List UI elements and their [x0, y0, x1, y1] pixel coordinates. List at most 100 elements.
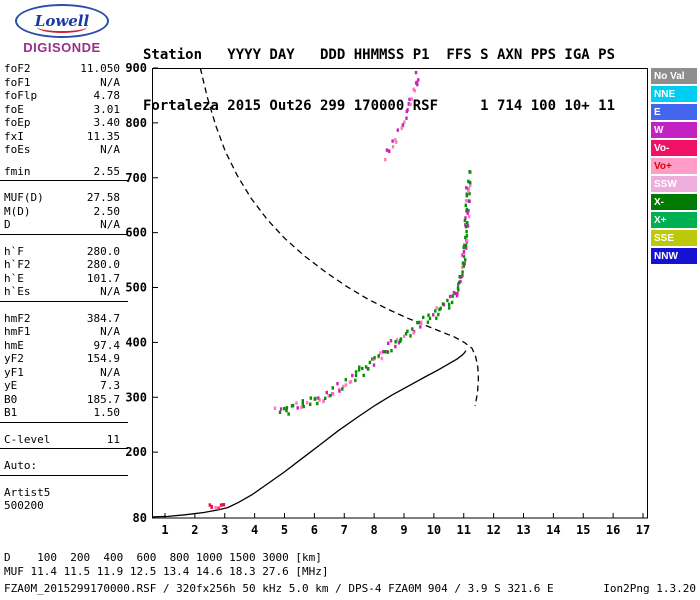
x-tick-label: 11 [457, 523, 471, 537]
param-value: 384.7 [86, 311, 120, 325]
param-row: C-level 11 [0, 433, 128, 447]
param-label: MUF(D) [4, 191, 44, 204]
panel-gap [0, 304, 128, 312]
legend-item-vo+: Vo+ [651, 158, 697, 174]
panel-gap [0, 183, 128, 191]
x-tick-label: 13 [516, 523, 530, 537]
param-label: h`F [4, 244, 24, 258]
param-label: Auto: [4, 459, 38, 472]
param-label: foEp [4, 116, 31, 129]
param-row: MUF(D) 27.58 [0, 191, 128, 205]
param-label: B0 [4, 392, 18, 406]
param-label: 500200 [4, 499, 44, 512]
y-tick-label: 600 [125, 226, 147, 240]
x-tick-label: 8 [371, 523, 378, 537]
panel-rule [0, 474, 128, 476]
panel-gap [0, 478, 128, 486]
panel-gap [0, 237, 128, 245]
param-row: foFlp 4.78 [0, 89, 128, 103]
legend-item-nne: NNE [651, 86, 697, 102]
param-row: foF2 11.050 [0, 62, 128, 76]
header-line-2: Fortaleza 2015 Out26 299 170000 RSF 1 71… [143, 98, 616, 114]
param-value: N/A [100, 218, 120, 231]
param-label: yF2 [4, 352, 24, 365]
param-label: fxI [4, 129, 24, 143]
param-value: 2.55 [93, 164, 121, 178]
param-label: C-level [4, 432, 51, 446]
panel-rule [0, 421, 128, 423]
y-tick-label: 300 [125, 390, 147, 404]
param-row: h`F2 280.0 [0, 258, 128, 272]
param-label: foF1 [4, 75, 31, 89]
param-label: foEs [4, 143, 31, 156]
x-tick-label: 2 [191, 523, 198, 537]
param-row: h`F 280.0 [0, 245, 128, 259]
param-row: 500200 [0, 499, 128, 513]
param-label: hmF1 [4, 325, 31, 338]
param-label: D [4, 218, 11, 231]
param-value: 2.50 [93, 204, 121, 218]
param-label: M(D) [4, 204, 31, 218]
legend-item-x-: X- [651, 194, 697, 210]
param-value: N/A [100, 365, 120, 379]
param-label: foFlp [4, 89, 38, 102]
param-label: yF1 [4, 365, 24, 379]
param-row: foF1 N/A [0, 76, 128, 90]
panel-rule [0, 233, 128, 235]
legend-item-vo-: Vo- [651, 140, 697, 156]
panel-gap [0, 451, 128, 459]
x-tick-label: 15 [576, 523, 590, 537]
param-row: yF2 154.9 [0, 352, 128, 366]
param-value: N/A [100, 325, 120, 338]
header-info: Station YYYY DAY DDD HHMMSS P1 FFS S AXN… [143, 13, 615, 132]
muf-distance-table: D 100 200 400 600 800 1000 1500 3000 [km… [4, 551, 329, 579]
param-label: foE [4, 102, 24, 116]
param-row: hmE 97.4 [0, 339, 128, 353]
param-value: 3.40 [93, 116, 121, 129]
logo-swoosh-icon [37, 21, 87, 33]
param-label: yE [4, 379, 18, 392]
x-tick-label: 12 [486, 523, 500, 537]
param-value: 1.50 [93, 406, 121, 419]
param-row: M(D) 2.50 [0, 205, 128, 219]
program-version-text: Ion2Png 1.3.20 [603, 582, 696, 595]
y-tick-label: 80 [133, 511, 147, 525]
x-tick-label: 14 [546, 523, 560, 537]
param-value: 154.9 [86, 352, 120, 365]
param-row: hmF2 384.7 [0, 312, 128, 326]
logo-digisonde-text: DIGISONDE [23, 40, 101, 55]
parameter-panel: foF2 11.050 foF1 N/A foFlp 4.78 foE 3.01 foEp 3.4… [0, 62, 128, 513]
param-value: N/A [100, 75, 120, 89]
param-row: foE 3.01 [0, 103, 128, 117]
param-row: B1 1.50 [0, 406, 128, 420]
param-value: 11.35 [86, 129, 120, 143]
y-tick-label: 700 [125, 171, 147, 185]
param-value: 7.3 [100, 379, 120, 392]
legend-item-ssw: SSW [651, 176, 697, 192]
plot-frame [152, 68, 648, 519]
legend-item-w: W [651, 122, 697, 138]
param-value: 11 [106, 432, 120, 446]
param-value: N/A [100, 285, 120, 298]
param-value: 280.0 [86, 244, 120, 258]
param-row: yF1 N/A [0, 366, 128, 380]
param-row: fxI 11.35 [0, 130, 128, 144]
series-e-trace-echoes [208, 503, 226, 510]
param-row: h`E 101.7 [0, 272, 128, 286]
y-tick-label: 400 [125, 335, 147, 349]
param-row: yE 7.3 [0, 379, 128, 393]
param-value: N/A [100, 143, 120, 156]
legend-item-x+: X+ [651, 212, 697, 228]
param-row: h`Es N/A [0, 285, 128, 299]
x-tick-label: 17 [636, 523, 650, 537]
panel-gap [0, 425, 128, 433]
x-tick-label: 4 [251, 523, 258, 537]
file-info-text: FZA0M_2015299170000.RSF / 320fx256h 50 k… [4, 582, 554, 595]
param-label: foF2 [4, 62, 31, 75]
x-tick-label: 9 [400, 523, 407, 537]
legend-item-sse: SSE [651, 230, 697, 246]
panel-rule [0, 180, 128, 181]
legend-item-e: E [651, 104, 697, 120]
param-row: Artist5 [0, 486, 128, 500]
series-f-trace-echoes [273, 170, 472, 416]
